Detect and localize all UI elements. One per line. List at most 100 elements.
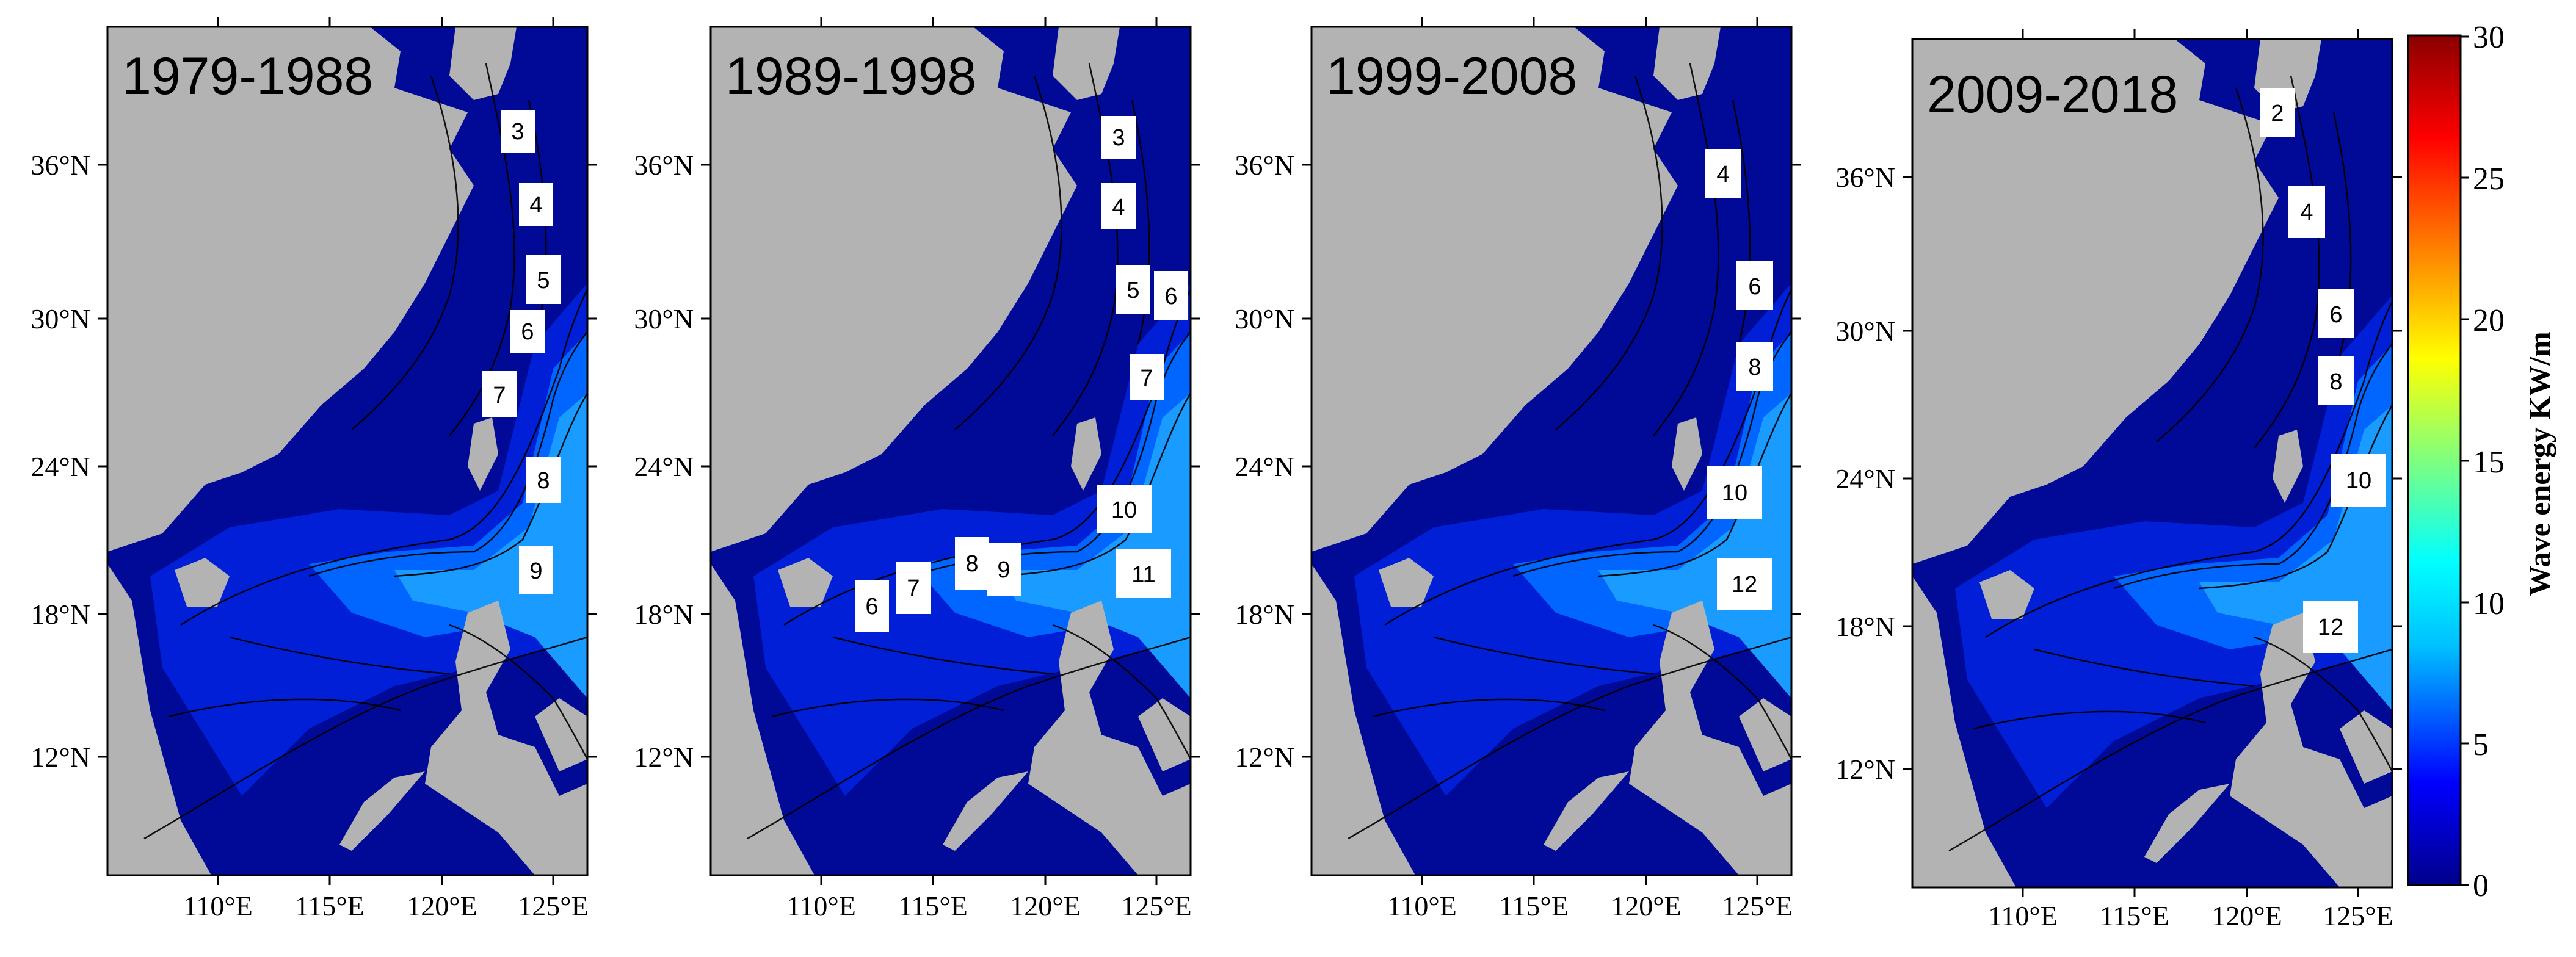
contour-label: 2	[2260, 88, 2295, 137]
lon-tick-label: 115°E	[2100, 900, 2169, 931]
lat-axis-panel-1: 36°N 30°N 24°N 18°N 12°N	[31, 150, 597, 773]
lon-tick-label: 125°E	[1121, 890, 1192, 922]
svg-text:10: 10	[1722, 480, 1747, 506]
contour-label: 10	[1707, 466, 1762, 519]
svg-text:7: 7	[907, 576, 920, 601]
lat-tick-label: 24°N	[31, 451, 90, 482]
contour-label: 9	[987, 543, 1021, 596]
colorbar-scale	[2407, 34, 2462, 886]
contour-label: 12	[1717, 558, 1772, 610]
lat-tick-label: 24°N	[1835, 463, 1895, 494]
lon-tick-label: 110°E	[786, 890, 856, 922]
lon-tick-label: 120°E	[1010, 890, 1081, 922]
contour-label: 7	[1130, 354, 1164, 400]
lat-tick-label: 12°N	[634, 742, 694, 773]
svg-text:4: 4	[1716, 162, 1729, 187]
lat-tick-label: 24°N	[1235, 451, 1294, 482]
svg-text:4: 4	[529, 192, 542, 218]
lon-tick-label: 120°E	[2211, 900, 2282, 931]
lat-tick-label: 30°N	[1835, 316, 1895, 347]
svg-text:4: 4	[2300, 200, 2313, 225]
lon-tick-label: 115°E	[1499, 890, 1569, 922]
svg-text:11: 11	[1131, 562, 1155, 588]
colorbar-tick-label: 20	[2473, 303, 2505, 338]
lat-tick-label: 36°N	[1235, 150, 1294, 181]
svg-text:6: 6	[865, 594, 878, 619]
contour-label: 8	[526, 457, 561, 503]
lon-axis-panel-1: 110°E 115°E 120°E 125°E	[183, 17, 589, 922]
contour-label: 8	[955, 537, 989, 590]
panel-frame	[106, 26, 589, 876]
svg-text:4: 4	[1112, 195, 1125, 220]
lat-tick-label: 24°N	[634, 451, 694, 482]
panel-frame	[1911, 38, 2393, 889]
lon-axis-panel-3: 110°E 115°E 120°E 125°E	[1387, 17, 1793, 922]
svg-text:6: 6	[1164, 284, 1177, 309]
colorbar: 30 25 20 15 10 5 0 Wave energy KW/m	[2407, 20, 2556, 903]
svg-text:8: 8	[2329, 369, 2342, 395]
lat-tick-label: 18°N	[1835, 611, 1895, 642]
svg-text:5: 5	[537, 268, 550, 294]
panel-title: 1999-2008	[1326, 47, 1577, 106]
lon-axis-panel-4: 110°E 115°E 120°E 125°E	[1988, 29, 2393, 931]
colorbar-title: Wave energy KW/m	[2522, 331, 2556, 596]
lat-tick-label: 36°N	[31, 150, 90, 181]
svg-text:5: 5	[1127, 278, 1139, 303]
contour-label: 4	[1101, 183, 1136, 229]
contour-label: 6	[855, 580, 889, 632]
contour-label: 9	[519, 546, 553, 594]
contour-label: 3	[501, 110, 535, 153]
panel-frame	[709, 26, 1192, 876]
map-body	[106, 26, 589, 876]
svg-text:9: 9	[997, 557, 1010, 583]
svg-text:3: 3	[511, 119, 524, 145]
svg-text:10: 10	[1111, 497, 1137, 523]
map-panel-1979-1988: 1979-1988 3 4 5 6 7 8 9	[106, 26, 589, 876]
contour-label: 10	[2331, 454, 2386, 507]
contour-label: 4	[2288, 186, 2325, 238]
svg-text:7: 7	[493, 383, 506, 408]
lat-tick-label: 18°N	[634, 599, 694, 630]
svg-text:8: 8	[965, 551, 978, 577]
contour-label: 7	[482, 371, 517, 417]
contour-label: 8	[1736, 342, 1773, 391]
colorbar-tick-label: 10	[2473, 587, 2505, 621]
colorbar-tick-label: 30	[2473, 20, 2505, 55]
lat-tick-label: 30°N	[634, 303, 694, 334]
contour-label: 4	[1705, 149, 1741, 198]
contour-label: 5	[526, 255, 561, 304]
contour-label: 6	[1736, 261, 1773, 310]
panel-frame	[1310, 26, 1793, 876]
panel-title: 2009-2018	[1927, 65, 2178, 124]
svg-text:6: 6	[2329, 302, 2342, 328]
svg-text:9: 9	[529, 558, 542, 584]
lon-tick-label: 120°E	[1611, 890, 1682, 922]
lon-tick-label: 110°E	[1988, 900, 2058, 931]
lat-tick-label: 36°N	[634, 150, 694, 181]
panel-title: 1979-1988	[122, 47, 373, 106]
map-panel-2009-2018: 2009-2018 2 4 6 8 10 12	[1911, 38, 2393, 889]
svg-text:12: 12	[1732, 572, 1757, 598]
contour-label: 6	[2318, 289, 2354, 338]
lat-tick-label: 18°N	[1235, 599, 1294, 630]
lon-tick-label: 110°E	[1387, 890, 1457, 922]
svg-text:7: 7	[1140, 366, 1153, 391]
colorbar-tick-label: 25	[2473, 162, 2505, 197]
panel-title: 1989-1998	[725, 47, 976, 106]
lat-tick-label: 12°N	[1835, 754, 1895, 785]
svg-text:8: 8	[1748, 355, 1761, 380]
contour-label: 10	[1097, 485, 1152, 533]
lat-tick-label: 30°N	[1235, 303, 1294, 334]
contour-label: 8	[2318, 356, 2354, 405]
svg-text:12: 12	[2318, 615, 2343, 640]
lon-tick-label: 125°E	[1722, 890, 1793, 922]
lon-tick-label: 125°E	[518, 890, 589, 922]
lon-axis-panel-2: 110°E 115°E 120°E 125°E	[786, 17, 1192, 922]
svg-text:10: 10	[2346, 468, 2371, 494]
lon-tick-label: 115°E	[295, 890, 365, 922]
lat-axis-panel-4: 36°N 30°N 24°N 18°N 12°N	[1835, 162, 2402, 785]
lat-tick-label: 12°N	[31, 742, 90, 773]
contour-label: 6	[510, 310, 545, 353]
lat-tick-label: 18°N	[31, 599, 90, 630]
contour-label: 3	[1101, 116, 1136, 159]
